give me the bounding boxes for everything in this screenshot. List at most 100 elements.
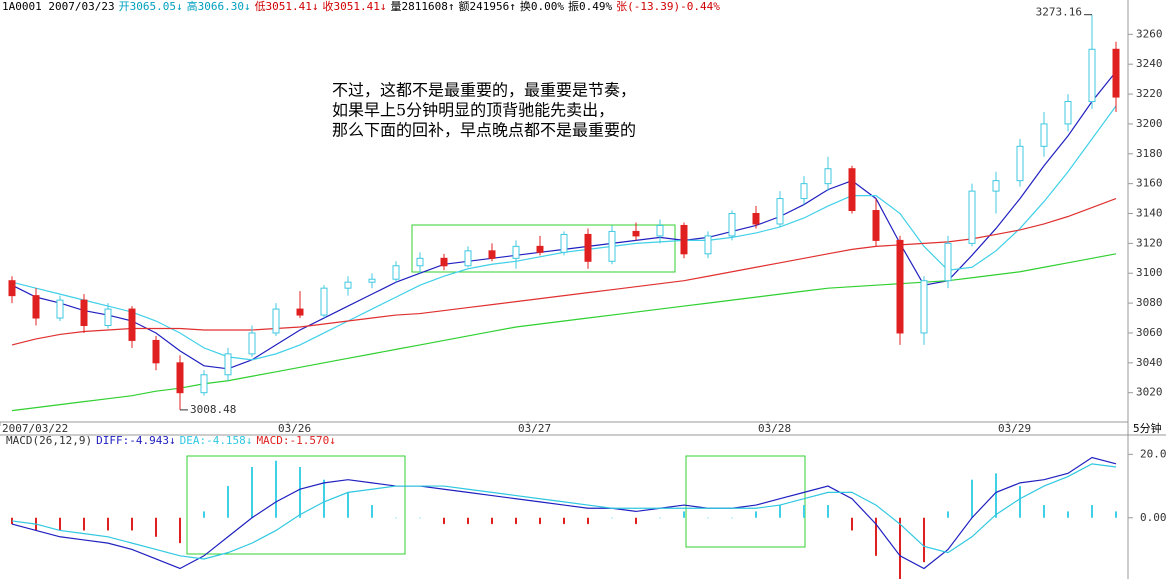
candle-body	[728, 213, 736, 237]
macd-bar	[875, 517, 877, 556]
candle-body	[560, 233, 568, 253]
candle-body	[392, 265, 400, 280]
macd-bar	[179, 517, 181, 544]
candle-body	[224, 353, 232, 376]
macd-bar	[395, 517, 397, 519]
macd-bar	[707, 517, 709, 519]
candle-body	[824, 168, 832, 185]
y-tick-label: 0.00	[1140, 511, 1166, 524]
macd-bar	[755, 511, 757, 518]
candle-body	[968, 190, 976, 244]
candle-body	[104, 308, 112, 326]
macd-bar	[851, 517, 853, 531]
header-item: 开3065.05↓	[119, 0, 183, 13]
candle-body	[344, 281, 352, 289]
macd-bar	[323, 479, 325, 518]
annotation: 如果早上5分钟明显的顶背驰能先卖出，	[332, 101, 614, 120]
candle-body	[152, 339, 160, 364]
header-item: 额241956↑	[459, 0, 516, 13]
macd-bar	[371, 505, 373, 518]
candle-body	[1016, 145, 1024, 182]
macd-bar	[275, 460, 277, 518]
y-tick-label: 3020	[1136, 386, 1163, 399]
y-tick-label: 3140	[1136, 207, 1163, 220]
candle-body	[632, 230, 640, 237]
ma-line	[11, 253, 1117, 412]
macd-bar	[1067, 511, 1069, 518]
candle-body	[416, 257, 424, 267]
low-label: 3008.48	[190, 403, 236, 416]
candle-body	[296, 308, 304, 316]
legend-item: MACD:-1.570↓	[256, 434, 335, 447]
macd-bar	[299, 467, 301, 518]
candle-body	[992, 180, 1000, 192]
macd-bar	[803, 505, 805, 518]
candle-body	[512, 245, 520, 259]
macd-bar	[587, 517, 589, 525]
y-tick-label: 3260	[1136, 27, 1163, 40]
candle-body	[200, 374, 208, 394]
candle-body	[1040, 123, 1048, 147]
y-tick-label: 20.00	[1140, 447, 1166, 460]
macd-bar	[947, 511, 949, 518]
candle-body	[656, 224, 664, 237]
candle-body	[536, 245, 544, 253]
candle-body	[440, 257, 448, 267]
macd-bar	[659, 517, 661, 519]
macd-bar	[203, 511, 205, 518]
macd-bar	[1115, 511, 1117, 518]
macd-bar	[251, 467, 253, 518]
macd-bar	[467, 517, 469, 525]
header-item: 量2811608↑	[391, 0, 455, 13]
legend-item: DEA:-4.158↓	[180, 434, 253, 447]
header-item: 换0.00%	[520, 0, 564, 13]
candle-body	[1064, 101, 1072, 125]
macd-bar	[1019, 486, 1021, 518]
candle-body	[32, 295, 40, 319]
macd-bar	[155, 517, 157, 537]
macd-bar	[59, 517, 61, 531]
candle-body	[368, 278, 376, 283]
ma-line	[11, 198, 1117, 346]
macd-bar	[971, 479, 973, 518]
candle-body	[488, 250, 496, 259]
highlight-box	[186, 455, 406, 555]
header-item: 收3051.41↓	[323, 0, 387, 13]
x-axis-label: 5分钟	[1133, 421, 1162, 435]
candle-body	[608, 230, 616, 262]
candle-body	[8, 280, 16, 297]
candle-body	[176, 362, 184, 394]
y-tick-label: 3180	[1136, 147, 1163, 160]
candle-body	[704, 235, 712, 255]
x-tick-label: 2007/03/22	[2, 422, 68, 435]
macd-bar	[779, 505, 781, 518]
candle-body	[248, 332, 256, 355]
macd-bar	[1043, 505, 1045, 518]
candle-body	[944, 242, 952, 282]
candle-body	[752, 213, 760, 225]
y-tick-label: 3100	[1136, 266, 1163, 279]
macd-bar	[515, 517, 517, 525]
highlight-box	[685, 455, 806, 548]
y-tick-label: 3060	[1136, 326, 1163, 339]
candle-body	[1112, 48, 1120, 98]
macd-bar	[227, 486, 229, 518]
macd-bar	[635, 517, 637, 525]
macd-bar	[731, 517, 733, 519]
candle-body	[272, 308, 280, 334]
x-tick-label: 03/28	[758, 422, 791, 435]
macd-bar	[107, 517, 109, 531]
candle-body	[584, 233, 592, 262]
y-tick-label: 3200	[1136, 117, 1163, 130]
candle-body	[872, 210, 880, 241]
candle-body	[896, 239, 904, 334]
macd-bar	[995, 473, 997, 518]
macd-bar	[1091, 505, 1093, 518]
macd-bar	[611, 517, 613, 519]
macd-bar	[683, 511, 685, 518]
macd-bar	[923, 517, 925, 563]
macd-bar	[83, 517, 85, 531]
y-tick-label: 3240	[1136, 57, 1163, 70]
